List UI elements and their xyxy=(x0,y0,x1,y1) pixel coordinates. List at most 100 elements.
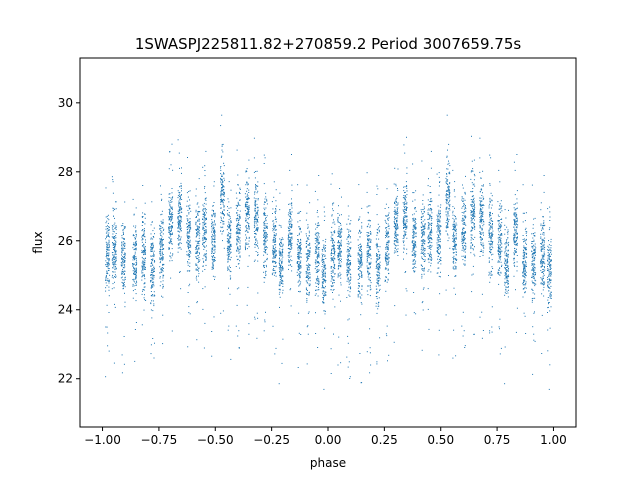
data-point xyxy=(316,282,318,284)
data-point xyxy=(220,201,222,203)
data-point xyxy=(204,231,206,233)
data-point xyxy=(307,263,309,265)
data-point xyxy=(236,197,238,199)
data-point xyxy=(159,250,161,252)
data-point xyxy=(161,243,163,245)
data-point xyxy=(341,231,343,233)
data-point xyxy=(197,262,199,263)
data-point xyxy=(299,256,301,258)
data-point xyxy=(280,226,282,228)
data-point xyxy=(403,219,404,221)
data-point xyxy=(204,214,206,216)
data-point xyxy=(368,249,370,251)
data-point xyxy=(379,266,380,268)
data-point xyxy=(309,273,311,275)
data-point xyxy=(123,244,124,246)
data-point xyxy=(136,281,138,283)
data-point xyxy=(135,273,136,275)
data-point xyxy=(376,363,378,365)
data-point xyxy=(436,244,438,246)
data-point xyxy=(388,225,390,227)
data-point xyxy=(298,312,300,314)
data-point xyxy=(263,281,265,283)
data-point xyxy=(205,150,207,152)
data-point xyxy=(385,257,387,259)
data-point xyxy=(212,263,214,265)
data-point xyxy=(161,240,163,242)
data-point xyxy=(423,228,425,230)
data-point xyxy=(160,246,162,248)
data-point xyxy=(123,284,125,286)
data-point xyxy=(396,221,398,223)
data-point xyxy=(348,361,350,363)
data-point xyxy=(350,286,351,288)
data-point xyxy=(142,185,144,186)
data-point xyxy=(135,322,137,323)
data-point xyxy=(309,264,311,266)
data-point xyxy=(413,217,415,219)
data-point xyxy=(361,252,363,254)
data-point xyxy=(376,185,378,187)
data-point xyxy=(291,219,293,221)
data-point xyxy=(325,238,327,240)
data-point xyxy=(168,223,170,225)
data-point xyxy=(150,287,152,289)
data-point xyxy=(265,237,267,239)
data-point xyxy=(403,203,405,205)
data-point xyxy=(299,243,301,244)
data-point xyxy=(223,191,225,193)
data-point xyxy=(308,311,310,313)
data-point xyxy=(279,281,281,283)
data-point xyxy=(379,264,381,266)
data-point xyxy=(280,264,282,266)
data-point xyxy=(321,284,323,286)
data-point xyxy=(290,226,292,228)
data-point xyxy=(395,245,397,247)
data-point xyxy=(290,233,292,235)
data-point xyxy=(415,232,417,234)
data-point xyxy=(429,186,431,187)
data-point xyxy=(385,257,387,259)
data-point xyxy=(288,254,290,256)
data-point xyxy=(212,264,214,266)
data-point xyxy=(361,255,363,257)
data-point xyxy=(385,276,387,278)
data-point xyxy=(204,226,206,227)
data-point xyxy=(386,215,388,217)
data-point xyxy=(298,273,300,275)
data-point xyxy=(430,230,432,232)
data-point xyxy=(256,170,258,172)
data-point xyxy=(195,224,197,226)
data-point xyxy=(360,297,362,299)
data-point xyxy=(111,288,113,290)
data-point xyxy=(291,270,293,272)
data-point xyxy=(228,255,230,257)
data-point xyxy=(211,219,213,221)
data-point xyxy=(180,216,182,218)
data-point xyxy=(213,249,215,251)
data-point xyxy=(306,299,308,301)
data-point xyxy=(317,286,319,288)
data-point xyxy=(333,232,335,234)
data-point xyxy=(282,276,284,278)
data-point xyxy=(228,268,229,270)
data-point xyxy=(307,226,309,228)
data-point xyxy=(279,284,281,286)
data-point xyxy=(141,252,143,253)
data-point xyxy=(331,250,333,252)
data-point xyxy=(263,183,265,185)
data-point xyxy=(170,213,172,215)
data-point xyxy=(317,247,319,249)
data-point xyxy=(337,245,339,246)
data-point xyxy=(377,263,379,264)
data-point xyxy=(203,214,205,216)
data-point xyxy=(190,252,192,254)
data-point xyxy=(308,264,310,266)
data-point xyxy=(414,219,416,221)
data-point xyxy=(338,294,340,296)
data-point xyxy=(178,205,180,207)
data-point xyxy=(324,266,326,268)
data-point xyxy=(237,209,239,211)
data-point xyxy=(162,219,164,221)
data-point xyxy=(228,239,230,241)
